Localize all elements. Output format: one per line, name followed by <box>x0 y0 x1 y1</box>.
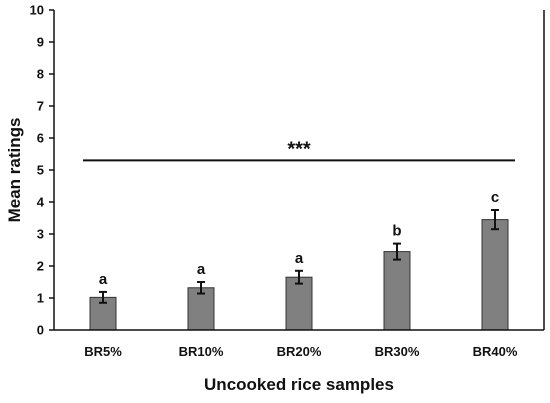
significance-letter: a <box>197 261 206 278</box>
significance-letter: a <box>295 250 304 267</box>
error-bars-group <box>99 209 499 304</box>
significance-letters-group: a a a b c <box>99 189 499 288</box>
y-tick-label: 4 <box>37 195 45 210</box>
bars-group <box>89 219 509 331</box>
overall-significance-stars: *** <box>287 138 311 160</box>
y-tick-label: 0 <box>37 323 44 338</box>
bar <box>383 251 411 331</box>
y-tick-label: 5 <box>37 163 44 178</box>
x-axis-categories: BR5% BR10% BR20% BR30% BR40% <box>84 344 518 359</box>
y-tick-label: 10 <box>30 3 44 18</box>
y-tick-label: 7 <box>37 99 44 114</box>
significance-letter: b <box>392 223 401 240</box>
x-category-label: BR5% <box>84 344 122 359</box>
bar <box>285 276 313 331</box>
bar <box>187 287 215 331</box>
y-tick-label: 9 <box>37 35 44 50</box>
x-category-label: BR10% <box>179 344 224 359</box>
y-tick-label: 6 <box>37 131 44 146</box>
significance-letter: c <box>491 189 499 206</box>
y-tick-label: 1 <box>37 291 44 306</box>
x-category-label: BR20% <box>277 344 322 359</box>
x-category-label: BR30% <box>375 344 420 359</box>
y-axis-title: Mean ratings <box>5 118 24 223</box>
y-tick-label: 3 <box>37 227 44 242</box>
bar <box>481 219 509 331</box>
y-tick-label: 2 <box>37 259 44 274</box>
y-axis-ticks: 0 1 2 3 4 5 6 7 8 9 10 <box>30 3 54 338</box>
x-axis-title: Uncooked rice samples <box>204 375 394 394</box>
x-category-label: BR40% <box>473 344 518 359</box>
significance-letter: a <box>99 271 108 288</box>
y-tick-label: 8 <box>37 67 44 82</box>
